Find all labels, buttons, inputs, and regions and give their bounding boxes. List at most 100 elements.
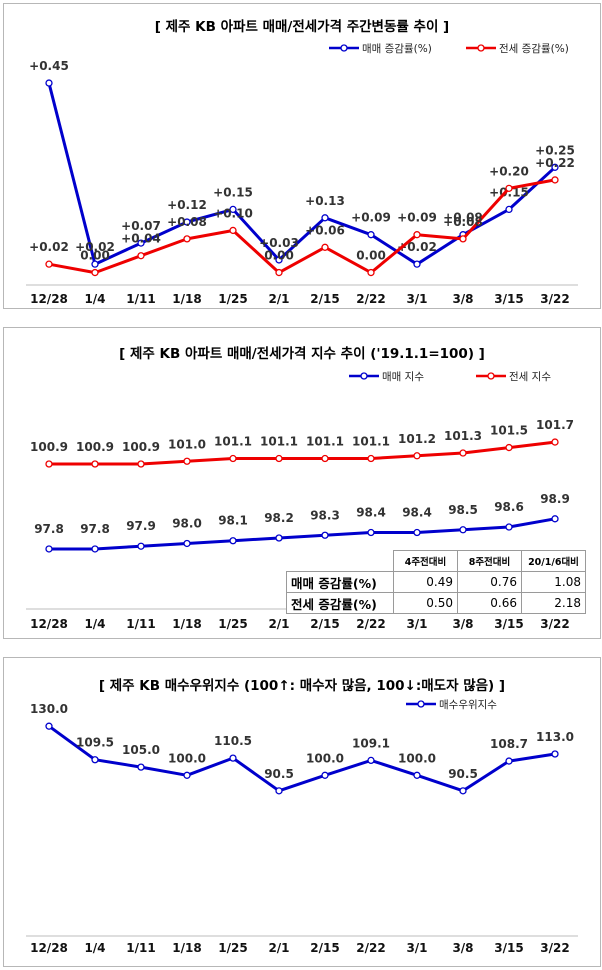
data-point bbox=[413, 260, 421, 268]
x-tick-label: 1/4 bbox=[84, 617, 105, 631]
x-tick-label: 1/11 bbox=[126, 941, 155, 955]
x-tick-label: 2/15 bbox=[310, 292, 339, 306]
data-label: 98.2 bbox=[264, 511, 294, 525]
data-label: 98.6 bbox=[494, 500, 524, 514]
data-label: 110.5 bbox=[214, 734, 252, 748]
x-tick-label: 1/25 bbox=[218, 941, 247, 955]
data-label: 97.9 bbox=[126, 519, 156, 533]
table-cell: 0.50 bbox=[393, 592, 458, 614]
legend-label: 매수우위지수 bbox=[439, 698, 497, 711]
data-label: 101.7 bbox=[536, 418, 574, 432]
weekly-change-chart: [ 제주 KB 아파트 매매/전세가격 주간변동률 추이 ] 12/28 1/4 1… bbox=[26, 18, 578, 306]
x-tick-label: 12/28 bbox=[30, 941, 68, 955]
table-row-label: 전세 증감률(%) bbox=[286, 592, 394, 614]
table-header: 20/1/6대비 bbox=[521, 550, 586, 572]
weekly-change-chart-panel: [ 제주 KB 아파트 매매/전세가격 주간변동률 추이 ] 12/28 1/4 1… bbox=[3, 3, 601, 309]
x-tick-label: 2/15 bbox=[310, 617, 339, 631]
change-rate-table: 4주전대비 8주전대비 20/1/6대비 매매 증감률(%) 0.49 0.76… bbox=[286, 550, 586, 614]
data-label: 105.0 bbox=[122, 743, 160, 757]
data-point bbox=[137, 763, 145, 771]
data-point bbox=[183, 457, 191, 465]
data-label: +0.07 bbox=[121, 219, 161, 233]
data-label: 100.9 bbox=[122, 440, 160, 454]
data-label: +0.08 bbox=[443, 215, 483, 229]
x-tick-label: 3/15 bbox=[494, 292, 523, 306]
data-label: +0.09 bbox=[351, 211, 391, 225]
data-point bbox=[321, 243, 329, 251]
data-point bbox=[275, 454, 283, 463]
buyer-index-chart-title: [ 제주 KB 매수우위지수 (100↑: 매수자 많음, 100↓:매도자 많… bbox=[99, 677, 505, 694]
data-point bbox=[45, 79, 53, 87]
data-point bbox=[45, 460, 53, 468]
data-point bbox=[45, 260, 53, 268]
data-label: +0.13 bbox=[305, 194, 345, 208]
data-label: 98.3 bbox=[310, 508, 340, 522]
data-point bbox=[367, 231, 375, 239]
data-label: 108.7 bbox=[490, 737, 528, 751]
data-label: 0.00 bbox=[356, 249, 386, 263]
data-point bbox=[229, 754, 237, 762]
x-tick-label: 1/4 bbox=[84, 292, 105, 306]
data-label: +0.08 bbox=[167, 215, 207, 229]
legend-marker bbox=[340, 44, 348, 52]
x-tick-label: 2/1 bbox=[268, 617, 289, 631]
data-label: +0.45 bbox=[29, 59, 69, 73]
table-cell: 1.08 bbox=[521, 571, 586, 593]
data-point bbox=[367, 756, 375, 765]
data-label: 113.0 bbox=[536, 730, 574, 744]
data-point bbox=[367, 454, 375, 463]
table-row-label: 매매 증감률(%) bbox=[286, 571, 394, 593]
data-point bbox=[229, 537, 237, 545]
data-point bbox=[551, 176, 559, 184]
data-point bbox=[183, 218, 191, 226]
x-tick-label: 3/1 bbox=[406, 292, 427, 306]
data-point bbox=[91, 268, 99, 277]
x-tick-label: 1/18 bbox=[172, 941, 201, 955]
x-tick-label: 3/8 bbox=[452, 292, 473, 306]
data-point bbox=[137, 252, 145, 260]
data-label: +0.22 bbox=[535, 156, 575, 170]
data-label: 101.1 bbox=[352, 435, 390, 449]
change-rate-table-header-row: 4주전대비 8주전대비 20/1/6대비 bbox=[286, 550, 586, 572]
x-tick-label: 1/25 bbox=[218, 292, 247, 306]
legend-label: 전세 지수 bbox=[509, 371, 551, 383]
table-cell: 0.76 bbox=[457, 571, 522, 593]
data-point bbox=[183, 235, 191, 243]
data-point bbox=[505, 523, 513, 531]
data-point bbox=[137, 460, 145, 468]
data-label: 97.8 bbox=[80, 522, 110, 536]
price-index-chart-panel: [ 제주 KB 아파트 매매/전세가격 지수 추이 ('19.1.1=100) … bbox=[3, 327, 601, 639]
legend-marker bbox=[477, 44, 485, 52]
data-point bbox=[413, 231, 421, 239]
data-point bbox=[91, 460, 99, 468]
data-point bbox=[275, 268, 283, 277]
x-tick-label: 2/15 bbox=[310, 941, 339, 955]
data-label: 0.00 bbox=[264, 249, 294, 263]
data-label: 90.5 bbox=[448, 767, 478, 781]
x-tick-label: 2/22 bbox=[356, 617, 385, 631]
data-point bbox=[229, 454, 237, 463]
x-tick-label: 2/1 bbox=[268, 941, 289, 955]
legend-label: 전세 증감률(%) bbox=[499, 43, 569, 55]
price-index-chart: [ 제주 KB 아파트 매매/전세가격 지수 추이 ('19.1.1=100) … bbox=[26, 345, 578, 631]
data-point bbox=[275, 256, 283, 264]
series-line-1 bbox=[49, 517, 556, 551]
data-point bbox=[183, 771, 191, 779]
data-label: 101.5 bbox=[490, 424, 528, 438]
data-label: 100.0 bbox=[168, 751, 206, 765]
data-label: 109.1 bbox=[352, 736, 390, 750]
table-cell: 0.49 bbox=[393, 571, 458, 593]
x-tick-label: 3/8 bbox=[452, 941, 473, 955]
data-point bbox=[551, 750, 559, 758]
data-label: 0.00 bbox=[80, 249, 110, 263]
table-header: 4주전대비 bbox=[393, 550, 458, 572]
data-label: 101.1 bbox=[306, 435, 344, 449]
series-line-1 bbox=[48, 724, 556, 793]
data-point bbox=[551, 438, 559, 446]
data-label: 100.0 bbox=[306, 751, 344, 765]
table-row: 전세 증감률(%) 0.50 0.66 2.18 bbox=[286, 592, 586, 614]
data-label: +0.15 bbox=[213, 185, 253, 199]
data-point bbox=[459, 787, 467, 795]
data-label: 98.1 bbox=[218, 514, 248, 528]
table-cell: 2.18 bbox=[521, 592, 586, 614]
